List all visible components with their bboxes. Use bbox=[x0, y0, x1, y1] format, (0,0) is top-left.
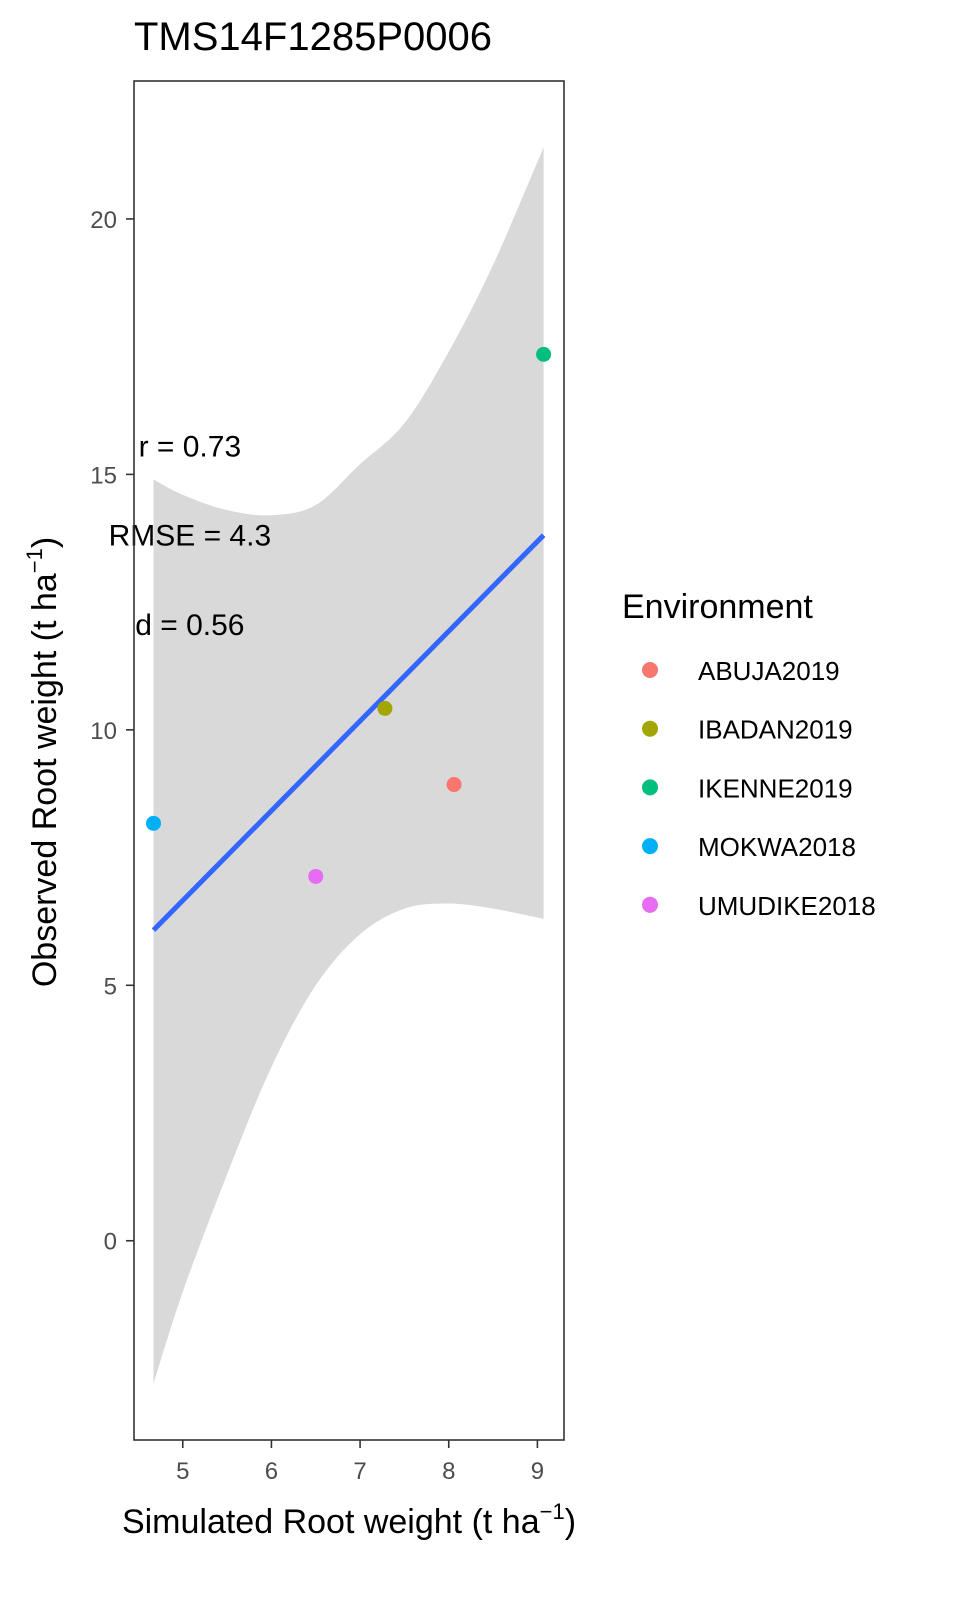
y-tick-label: 0 bbox=[104, 1229, 117, 1256]
statistics-annotations: r = 0.73 RMSE = 4.3 d = 0.56 bbox=[109, 430, 272, 642]
stat-annotation: d = 0.56 bbox=[135, 609, 244, 642]
panel-border bbox=[133, 80, 565, 1441]
regression-line bbox=[151, 533, 546, 932]
y-axis-title: Observed Root weight (t ha−1) bbox=[22, 537, 64, 987]
legend-title: Environment bbox=[622, 588, 813, 626]
data-point-abuja2019 bbox=[446, 777, 462, 793]
legend-items: ABUJA2019 IBADAN2019 IKENNE2019 MOKWA2018 UM… bbox=[642, 656, 876, 921]
legend-item-ibadan2019: IBADAN2019 bbox=[642, 715, 853, 745]
legend-key bbox=[642, 662, 658, 678]
data-points bbox=[146, 346, 552, 884]
y-tick-label: 15 bbox=[90, 462, 117, 489]
y-axis-title-main: Observed Root weight bbox=[26, 641, 64, 987]
x-tick-label: 8 bbox=[442, 1458, 455, 1485]
x-tick-label: 7 bbox=[353, 1458, 366, 1485]
x-axis-title-sup: −1 bbox=[540, 1499, 565, 1524]
stat-annotation: r = 0.73 bbox=[139, 430, 242, 463]
y-tick-label: 20 bbox=[90, 207, 117, 234]
legend-label: IKENNE2019 bbox=[698, 773, 853, 803]
data-point-umudike2018 bbox=[308, 868, 324, 884]
legend: Environment ABUJA2019 IBADAN2019 IKENNE201… bbox=[622, 588, 876, 921]
x-axis-title-unit: (t ha bbox=[472, 1503, 540, 1541]
legend-item-abuja2019: ABUJA2019 bbox=[642, 656, 840, 686]
y-axis-ticks: 0 5 10 15 20 bbox=[90, 207, 134, 1256]
chart-title: TMS14F1285P0006 bbox=[134, 15, 492, 59]
y-tick-label: 10 bbox=[90, 718, 117, 745]
stat-annotation: RMSE = 4.3 bbox=[109, 520, 272, 553]
data-point-ibadan2019 bbox=[377, 700, 393, 716]
data-point-mokwa2018 bbox=[146, 815, 162, 831]
y-axis-title-close: ) bbox=[26, 537, 64, 548]
legend-key bbox=[642, 838, 658, 855]
x-axis-ticks: 5 6 7 8 9 bbox=[176, 1440, 544, 1485]
legend-item-umudike2018: UMUDIKE2018 bbox=[642, 891, 876, 921]
x-tick-label: 9 bbox=[531, 1458, 544, 1485]
data-point-ikenne2019 bbox=[536, 346, 552, 362]
legend-label: IBADAN2019 bbox=[698, 715, 853, 745]
x-axis-title-close: ) bbox=[565, 1503, 576, 1541]
y-axis-title-sup: −1 bbox=[22, 548, 47, 573]
legend-key bbox=[642, 720, 658, 737]
legend-label: MOKWA2018 bbox=[698, 832, 856, 862]
y-tick-label: 5 bbox=[104, 973, 117, 1000]
legend-label: UMUDIKE2018 bbox=[698, 891, 876, 921]
legend-key bbox=[642, 896, 658, 913]
confidence-band bbox=[153, 147, 544, 1384]
legend-item-mokwa2018: MOKWA2018 bbox=[642, 832, 856, 862]
x-axis-title-main: Simulated Root weight bbox=[122, 1503, 472, 1541]
x-tick-label: 6 bbox=[265, 1458, 278, 1485]
fit-line-layer bbox=[151, 533, 546, 932]
legend-item-ikenne2019: IKENNE2019 bbox=[642, 773, 853, 803]
x-axis-title: Simulated Root weight (t ha−1) bbox=[122, 1499, 576, 1541]
legend-key bbox=[642, 779, 658, 796]
legend-label: ABUJA2019 bbox=[698, 656, 840, 686]
y-axis-title-unit: (t ha bbox=[26, 573, 64, 641]
confidence-band-layer bbox=[153, 147, 544, 1384]
x-tick-label: 5 bbox=[176, 1458, 189, 1485]
